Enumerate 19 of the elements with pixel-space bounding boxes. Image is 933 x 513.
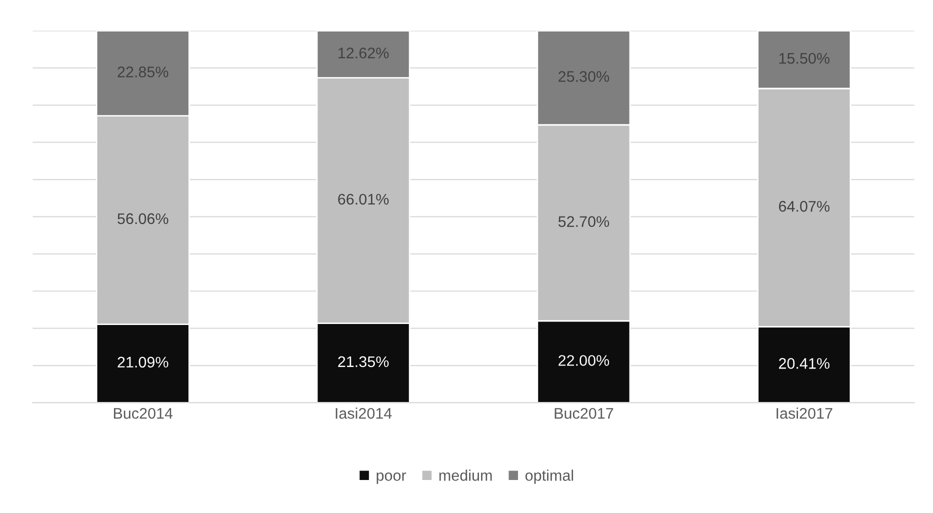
data-label: 12.62%: [338, 48, 389, 58]
data-label: 66.01%: [338, 194, 389, 205]
data-label: 64.07%: [779, 200, 830, 212]
data-label: 56.06%: [118, 213, 168, 224]
legend-label: poor: [376, 472, 406, 484]
data-label: 25.30%: [558, 71, 610, 82]
data-label: 21.35%: [338, 356, 389, 368]
data-label: 15.50%: [779, 52, 830, 64]
data-label: 20.41%: [778, 358, 830, 369]
x-tick-label: Buc2017: [554, 408, 614, 419]
data-label: 22.00%: [558, 355, 610, 366]
data-label: 21.09%: [118, 356, 168, 368]
data-label: 22.85%: [118, 66, 168, 78]
legend-label: medium: [439, 470, 492, 481]
data-label: 52.70%: [558, 216, 610, 227]
x-tick-label: Iasi2014: [336, 408, 392, 419]
x-tick-label: Iasi2017: [776, 408, 832, 419]
x-tick-label: Buc2014: [114, 408, 173, 419]
legend-label: optimal: [525, 470, 574, 484]
